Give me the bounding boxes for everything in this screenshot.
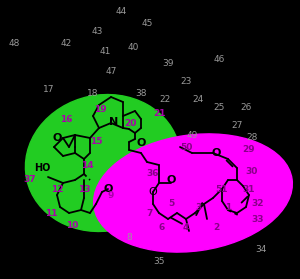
Text: N: N [110,117,118,127]
Text: 28: 28 [246,133,258,143]
Text: 14: 14 [81,160,93,170]
Text: 44: 44 [116,6,127,16]
Text: 51: 51 [216,186,228,194]
Text: 30: 30 [246,167,258,175]
Text: 31: 31 [243,186,255,194]
Text: 19: 19 [94,105,106,114]
Text: HO: HO [34,163,50,173]
Text: O: O [103,184,113,194]
Text: 16: 16 [60,116,72,124]
Text: O: O [166,175,176,185]
Text: 9: 9 [108,191,114,201]
Text: 15: 15 [90,136,102,146]
Text: 11: 11 [45,208,57,218]
Text: 23: 23 [180,76,192,85]
Text: 43: 43 [91,27,103,35]
Text: 13: 13 [78,186,90,194]
Text: O: O [148,187,158,197]
Text: 17: 17 [43,85,55,95]
Ellipse shape [26,95,181,232]
Text: 7: 7 [147,208,153,218]
Text: O: O [136,138,146,148]
Text: 48: 48 [8,39,20,47]
Text: 26: 26 [240,104,252,112]
Text: 49: 49 [186,131,198,140]
Text: 4: 4 [183,223,189,232]
Text: 3: 3 [195,203,201,211]
Text: 36: 36 [147,170,159,179]
Text: 22: 22 [159,95,171,105]
Text: 6: 6 [159,223,165,232]
Text: 50: 50 [180,143,192,153]
Text: 32: 32 [252,199,264,208]
Text: 10: 10 [66,222,78,230]
Text: 29: 29 [243,146,255,155]
Text: 38: 38 [135,88,147,97]
Text: 20: 20 [124,119,136,128]
Text: O: O [52,133,62,143]
Text: 37: 37 [24,175,36,184]
Text: 27: 27 [231,121,243,131]
Text: O: O [211,148,221,158]
Text: 24: 24 [192,95,204,105]
Text: 35: 35 [153,256,165,266]
Text: 12: 12 [51,186,63,194]
Text: 5: 5 [168,199,174,208]
Text: 25: 25 [213,104,225,112]
Text: 18: 18 [87,88,99,97]
Text: 46: 46 [213,56,225,64]
Text: 1: 1 [225,203,231,211]
Text: 39: 39 [162,59,174,68]
Text: 8: 8 [126,232,132,242]
Text: 40: 40 [127,44,139,52]
Ellipse shape [94,134,292,252]
Text: 47: 47 [105,68,117,76]
Text: 41: 41 [99,47,111,56]
Text: 45: 45 [141,18,153,28]
Text: 42: 42 [60,39,72,47]
Text: 34: 34 [255,244,267,254]
Text: 33: 33 [252,215,264,223]
Text: 2: 2 [213,223,219,232]
Text: 21: 21 [153,109,165,119]
